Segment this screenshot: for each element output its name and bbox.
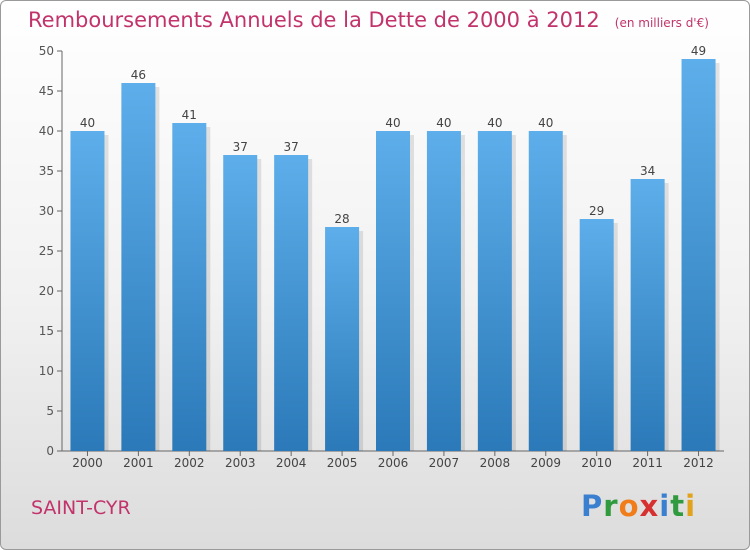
bar-value-label: 40 <box>80 116 95 130</box>
bar <box>121 83 156 451</box>
bar <box>528 131 563 451</box>
bar-value-label: 40 <box>385 116 400 130</box>
x-tick-label: 2012 <box>683 456 714 470</box>
bar <box>630 179 665 451</box>
x-tick-label: 2007 <box>429 456 460 470</box>
y-tick-label: 50 <box>39 44 54 58</box>
y-tick-label: 15 <box>39 324 54 338</box>
y-tick-label: 20 <box>39 284 54 298</box>
logo-letter: x <box>639 489 660 523</box>
bar <box>172 123 207 451</box>
bar-value-label: 41 <box>182 108 197 122</box>
logo-letter: i <box>685 489 697 523</box>
y-tick-label: 35 <box>39 164 54 178</box>
bar-value-label: 37 <box>233 140 248 154</box>
bar <box>477 131 512 451</box>
bar-value-label: 34 <box>640 164 655 178</box>
bar <box>426 131 461 451</box>
x-tick-label: 2006 <box>378 456 409 470</box>
logo-letter: P <box>581 489 604 523</box>
bar <box>70 131 105 451</box>
bar <box>579 219 614 451</box>
bar-value-label: 46 <box>131 68 146 82</box>
title-row: Remboursements Annuels de la Dette de 20… <box>28 8 709 32</box>
bar <box>681 59 716 451</box>
x-tick-label: 2009 <box>530 456 561 470</box>
y-tick-label: 30 <box>39 204 54 218</box>
bar <box>325 227 360 451</box>
x-tick-label: 2000 <box>72 456 103 470</box>
y-tick-label: 10 <box>39 364 54 378</box>
x-tick-label: 2011 <box>632 456 663 470</box>
x-tick-label: 2004 <box>276 456 307 470</box>
logo-letter: i <box>659 489 671 523</box>
chart-unit-note: (en milliers d'€) <box>614 16 709 30</box>
bar-value-label: 29 <box>589 204 604 218</box>
x-tick-label: 2010 <box>581 456 612 470</box>
bar-value-label: 40 <box>538 116 553 130</box>
x-tick-label: 2002 <box>174 456 205 470</box>
town-name: SAINT-CYR <box>31 497 131 519</box>
x-tick-label: 2005 <box>327 456 358 470</box>
bar <box>274 155 309 451</box>
x-tick-label: 2008 <box>480 456 511 470</box>
logo-letter: o <box>618 489 640 523</box>
y-tick-label: 40 <box>39 124 54 138</box>
bar-value-label: 40 <box>487 116 502 130</box>
y-tick-label: 5 <box>46 404 54 418</box>
bar-value-label: 49 <box>691 44 706 58</box>
bar-value-label: 37 <box>284 140 299 154</box>
bar-value-label: 40 <box>436 116 451 130</box>
logo-letter: t <box>670 489 686 523</box>
bar <box>223 155 258 451</box>
bar-value-label: 28 <box>334 212 349 226</box>
y-tick-label: 25 <box>39 244 54 258</box>
x-tick-label: 2003 <box>225 456 256 470</box>
logo-letter: r <box>603 489 619 523</box>
proxiti-logo: Proxiti <box>581 489 696 523</box>
y-tick-label: 0 <box>46 444 54 458</box>
chart-title: Remboursements Annuels de la Dette de 20… <box>28 8 600 32</box>
bar <box>376 131 410 451</box>
y-tick-label: 45 <box>39 84 54 98</box>
x-tick-label: 2001 <box>123 456 154 470</box>
